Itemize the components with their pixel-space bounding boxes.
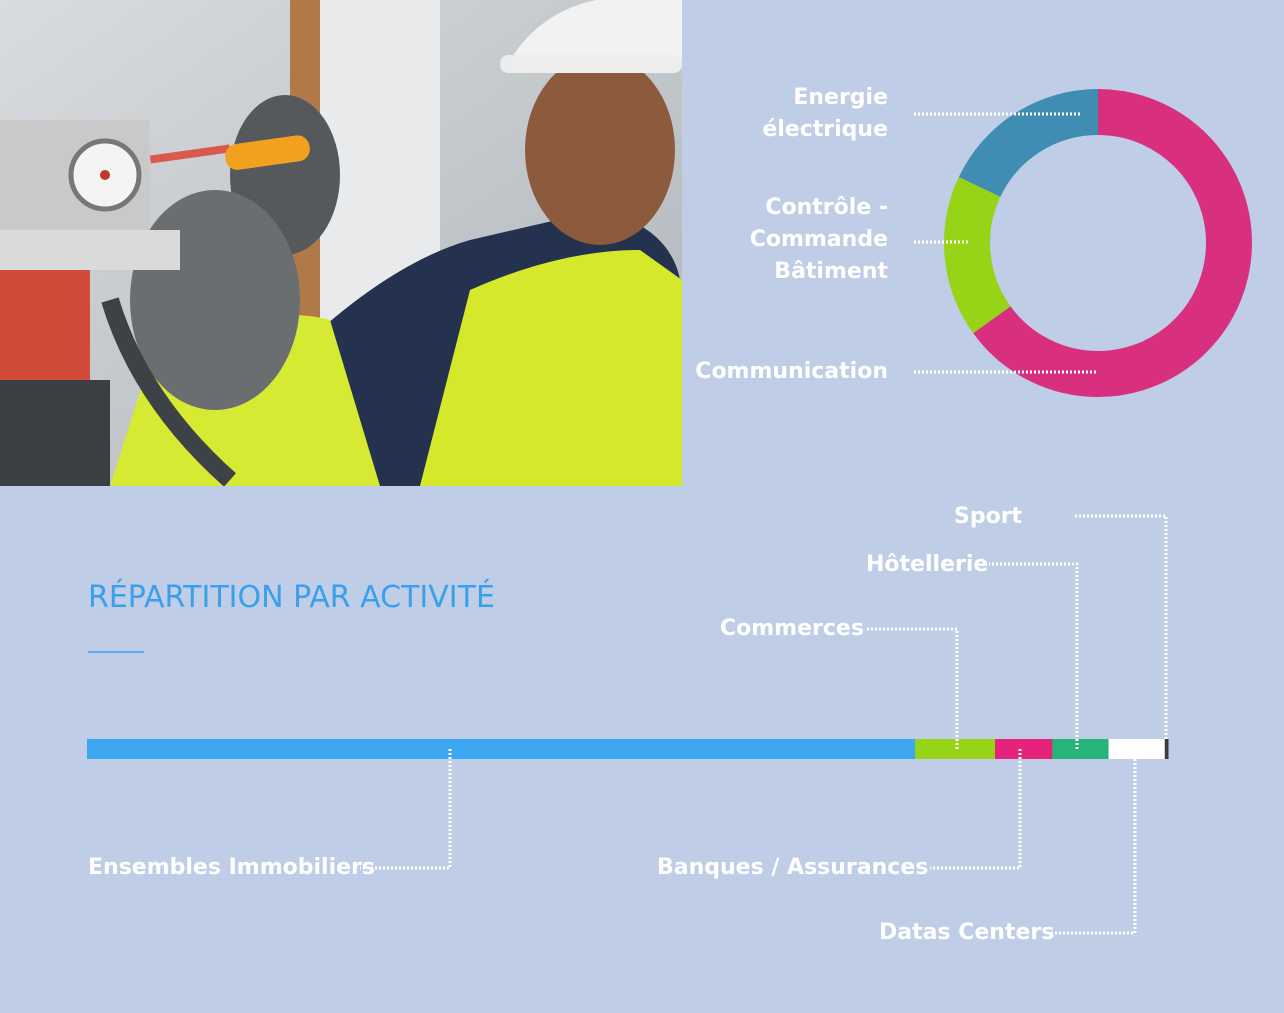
donut-label-controle: Contrôle - Commande Bâtiment [749,195,888,284]
leader-line-ensembles [360,749,452,870]
bar-label-banques: Banques / Assurances [657,855,929,880]
donut-label-energie: Energie électrique [762,85,888,142]
bar-label-datacenters: Datas Centers [879,920,1055,945]
bar-segment-ensembles-immobiliers [87,739,916,759]
bar-label-ensembles: Ensembles Immobiliers [88,855,375,880]
bar-label-sport: Sport [954,504,1023,529]
leader-line-banques [930,749,1022,870]
leader-line-datacenters [1046,759,1137,935]
title-underline [88,651,144,653]
leader-line-hotellerie [989,562,1079,749]
bar-segment-banques-assurances [995,739,1053,759]
bar-label-commerces: Commerces [720,616,864,641]
bar-segment-sport [1164,739,1169,759]
donut-label-communication: Communication [695,359,888,384]
technician-photo [0,0,682,486]
donut-slice-communication [944,89,1252,397]
section-title: RÉPARTITION PAR ACTIVITÉ [88,580,495,615]
leader-line-sport [1075,514,1168,739]
bar-segment-commerces [915,739,996,759]
activity-type-donut-chart [914,89,1252,397]
bar-segment-datas-centers [1108,739,1166,759]
bar-label-hotellerie: Hôtellerie [866,552,989,577]
leader-line-commerces [866,627,959,749]
bar-segment-hotellerie [1052,739,1110,759]
